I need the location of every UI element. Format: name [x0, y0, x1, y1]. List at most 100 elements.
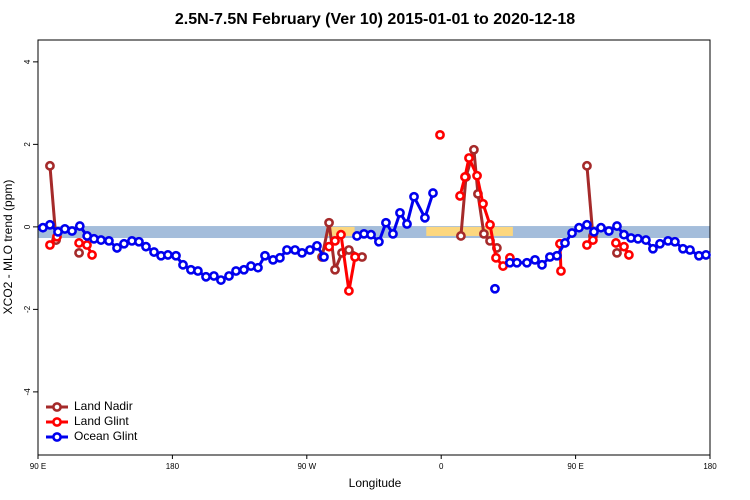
plot-frame [37, 39, 711, 456]
series-point [193, 266, 203, 276]
series-point [685, 245, 695, 255]
series-point [305, 245, 315, 255]
legend-marker [52, 402, 62, 412]
series-point [582, 160, 592, 171]
series-point [141, 241, 151, 252]
series-point [104, 235, 114, 246]
series-point [428, 188, 438, 198]
series-point [624, 250, 634, 260]
series-point [324, 217, 334, 228]
series-point [312, 240, 322, 251]
series-point [319, 252, 329, 262]
series-point [330, 264, 340, 275]
series-point [567, 228, 577, 238]
series-point [395, 207, 405, 218]
series-point [655, 238, 665, 249]
series-point [74, 238, 84, 248]
series-point [648, 243, 658, 254]
series-point [96, 235, 106, 245]
series-point [552, 250, 562, 261]
x-tick-label: 180 [166, 462, 180, 471]
series-point [344, 245, 354, 255]
series-point [253, 262, 263, 273]
series-point [464, 153, 474, 163]
series-point [491, 252, 501, 263]
series-point [374, 236, 384, 247]
series-point [537, 259, 547, 270]
y-tick-label: 2 [23, 142, 32, 147]
series-point [74, 247, 84, 258]
series-point [596, 222, 606, 233]
series-point [574, 222, 584, 233]
series-point [604, 226, 614, 236]
legend-marker [52, 417, 62, 427]
series-point [460, 172, 470, 182]
series-point [456, 231, 466, 241]
series-point [611, 238, 621, 248]
series-point [701, 250, 711, 260]
series-point [87, 250, 97, 260]
series-point [588, 235, 598, 245]
series-point [163, 250, 173, 260]
legend-label: Ocean Glint [74, 429, 138, 443]
series-point [388, 228, 398, 239]
series-point [112, 243, 122, 253]
highlight-region [426, 226, 513, 236]
x-axis-label: Longitude [349, 476, 402, 490]
series-point [224, 271, 234, 281]
series-point [479, 228, 489, 239]
series-point [612, 221, 622, 231]
series-point [522, 257, 532, 268]
x-tick-label: 90 E [567, 462, 583, 471]
series-point [74, 221, 85, 231]
y-axis-label: XCO2 - MLO trend (ppm) [1, 180, 15, 315]
series-point [178, 259, 188, 270]
series-point [275, 252, 285, 263]
series-point [556, 266, 566, 276]
series-point [589, 226, 599, 237]
series-point [582, 219, 592, 230]
series-point [67, 226, 77, 236]
x-tick-label: 90 E [30, 462, 46, 471]
series-point [209, 271, 219, 281]
series-point [641, 235, 651, 245]
y-tick-label: -2 [23, 305, 32, 313]
series-point [478, 198, 488, 209]
series-point [45, 240, 55, 250]
series-point [490, 283, 500, 294]
x-tick-label: 180 [703, 462, 717, 471]
series-point [612, 247, 622, 258]
series-point [381, 217, 391, 228]
series-point [45, 219, 55, 230]
series-point [134, 236, 144, 247]
series-point [560, 238, 570, 248]
series-point [239, 264, 249, 275]
legend-marker [52, 432, 62, 442]
series-point [472, 170, 482, 181]
series-point [216, 275, 226, 285]
x-tick-label: 90 W [297, 462, 316, 471]
series-line [585, 165, 595, 237]
series-point [344, 285, 354, 296]
legend-label: Land Nadir [74, 399, 133, 413]
series-point [282, 245, 292, 255]
y-tick-label: 4 [23, 59, 32, 64]
series-point [201, 271, 211, 282]
series-point [330, 235, 340, 246]
series-point [171, 250, 181, 261]
series-point [324, 241, 334, 252]
chart-title: 2.5N-7.5N February (Ver 10) 2015-01-01 t… [175, 11, 575, 28]
series-point [469, 144, 479, 155]
series-point [45, 160, 55, 171]
series-point [366, 229, 376, 240]
series-point [149, 247, 159, 257]
series-point [420, 212, 430, 223]
series-point [350, 252, 360, 262]
series-point [82, 240, 92, 250]
series-point [409, 191, 419, 202]
series-point [402, 219, 412, 229]
series-point [435, 129, 445, 140]
series-point [485, 219, 495, 230]
series-point [231, 266, 241, 276]
